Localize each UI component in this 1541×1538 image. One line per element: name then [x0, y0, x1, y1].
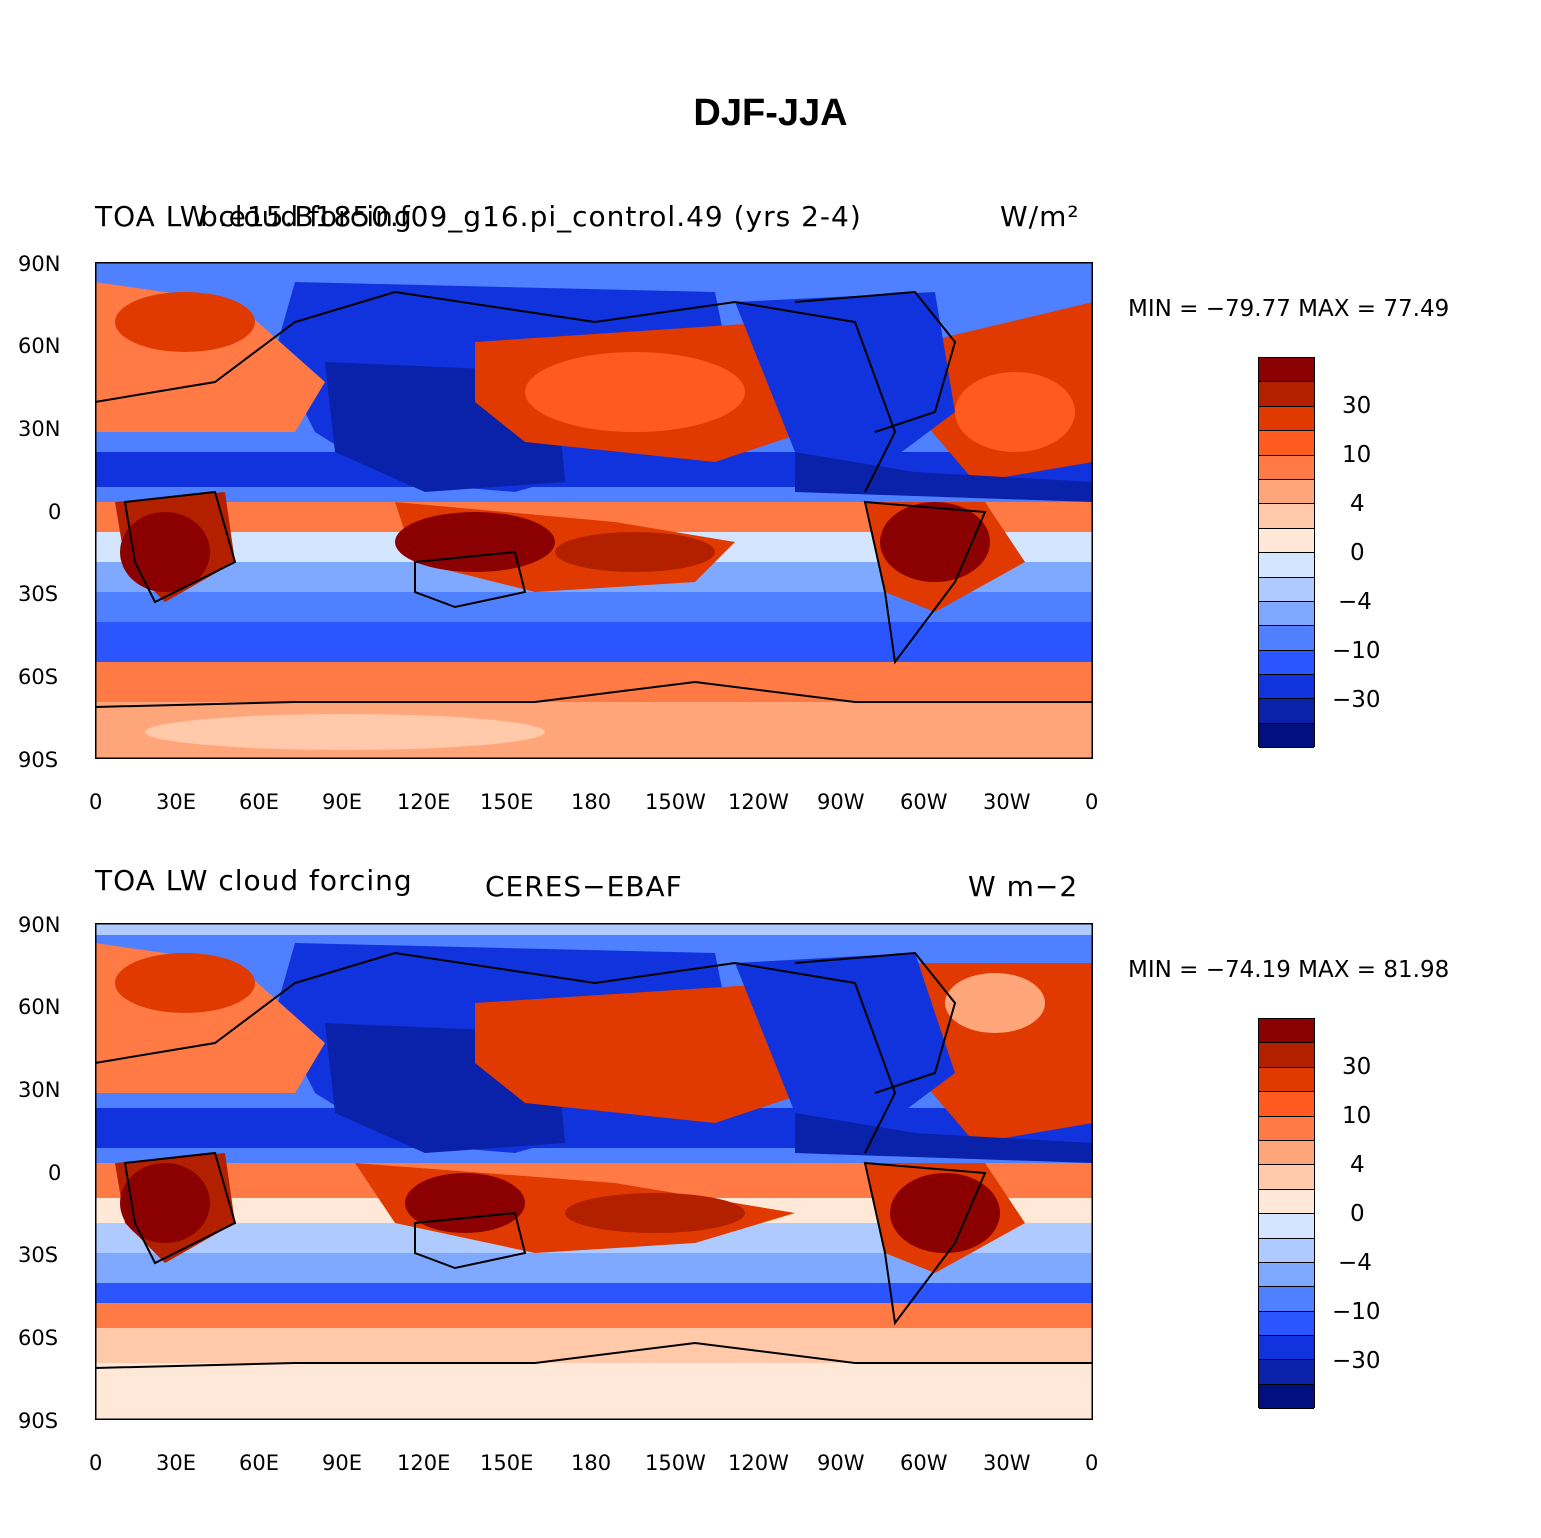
colorbar-swatch	[1259, 1360, 1314, 1385]
colorbar-swatch	[1259, 504, 1314, 529]
colorbar-swatch	[1259, 455, 1314, 480]
lat-label: 90S	[18, 1409, 59, 1433]
colorbar-label: −10	[1332, 638, 1381, 664]
colorbar-swatch	[1259, 1384, 1314, 1410]
colorbar-swatch	[1259, 1043, 1314, 1068]
colorbar-swatch	[1259, 1140, 1314, 1166]
lat-label: 60S	[18, 1326, 59, 1350]
lon-label: 90W	[817, 790, 865, 814]
colorbar-swatch	[1259, 1336, 1314, 1361]
panel-left-title: TOA LW cloud forcing	[95, 864, 413, 897]
colorbar-label: 4	[1350, 491, 1365, 517]
colorbar-swatch	[1259, 1165, 1314, 1190]
colorbar-swatch	[1259, 1189, 1314, 1215]
lat-label: 60S	[18, 665, 59, 689]
colorbar-swatch	[1259, 601, 1314, 627]
lon-label: 150E	[480, 1451, 534, 1475]
colorbar-label: 10	[1342, 442, 1372, 468]
colorbar-swatch	[1259, 382, 1314, 407]
colorbar-label: 30	[1342, 1054, 1372, 1080]
colorbar-swatch	[1259, 626, 1314, 651]
lat-label: 0	[48, 500, 62, 524]
colorbar-label: −4	[1338, 1250, 1372, 1276]
colorbar-box	[1258, 357, 1315, 749]
lat-label: 60N	[18, 995, 61, 1019]
lon-label: 30W	[983, 790, 1031, 814]
lon-label: 120E	[397, 1451, 451, 1475]
colorbar-swatch	[1259, 699, 1314, 724]
colorbar-label: 10	[1342, 1103, 1372, 1129]
lon-label: 90W	[817, 1451, 865, 1475]
lon-label: 0	[1085, 790, 1099, 814]
colorbar-label: 0	[1350, 540, 1365, 566]
lat-label: 30S	[18, 1243, 59, 1267]
lat-label: 60N	[18, 334, 61, 358]
panel-units: W/m²	[1000, 200, 1080, 233]
colorbar-swatch	[1259, 650, 1314, 676]
colorbar-swatch	[1259, 1214, 1314, 1239]
colorbar-swatch	[1259, 479, 1314, 505]
lat-label: 90N	[18, 913, 61, 937]
lat-label: 90N	[18, 252, 61, 276]
lon-label: 150E	[480, 790, 534, 814]
lon-label: 0	[1085, 1451, 1099, 1475]
colorbar-label: 4	[1350, 1152, 1365, 1178]
colorbar-swatch	[1259, 675, 1314, 700]
panel-units: W m−2	[968, 870, 1079, 903]
lon-label: 30E	[156, 1451, 196, 1475]
colorbar-swatch	[1259, 1311, 1314, 1337]
panel-center-title: CERES−EBAF	[485, 870, 683, 903]
lon-label: 150W	[645, 790, 706, 814]
colorbar-swatch	[1259, 723, 1314, 749]
lon-label: 180	[571, 1451, 612, 1475]
colorbar-swatch	[1259, 358, 1314, 383]
colorbar-label: −4	[1338, 589, 1372, 615]
lon-label: 0	[89, 1451, 103, 1475]
lon-label: 30W	[983, 1451, 1031, 1475]
colorbar-label: 0	[1350, 1201, 1365, 1227]
colorbar-swatch	[1259, 406, 1314, 432]
figure-title: DJF-JJA	[693, 92, 848, 134]
lat-label: 90S	[18, 748, 59, 772]
colorbar-swatch	[1259, 1019, 1314, 1044]
colorbar-swatch	[1259, 1116, 1314, 1141]
colorbar-swatch	[1259, 1262, 1314, 1288]
lon-label: 150W	[645, 1451, 706, 1475]
lon-label: 60W	[900, 790, 948, 814]
panel-left-title: TOA LW cloud forcing	[95, 200, 413, 233]
colorbar-label: −30	[1332, 687, 1381, 713]
lon-label: 180	[571, 790, 612, 814]
colorbar-swatch	[1259, 553, 1314, 578]
lat-label: 30S	[18, 582, 59, 606]
lon-label: 60E	[239, 790, 279, 814]
panel-center-title: b.e15.B1850.f09_g16.pi_control.49 (yrs 2…	[200, 200, 862, 233]
lon-label: 120E	[397, 790, 451, 814]
lon-label: 90E	[322, 1451, 362, 1475]
colorbar-swatch	[1259, 528, 1314, 554]
colorbar-swatch	[1259, 1287, 1314, 1312]
lon-label: 30E	[156, 790, 196, 814]
colorbar-swatch	[1259, 431, 1314, 456]
map-plot	[95, 262, 1093, 759]
lon-label: 120W	[728, 790, 789, 814]
colorbar-swatch	[1259, 1092, 1314, 1117]
lon-label: 60W	[900, 1451, 948, 1475]
min-max-readout: MIN = −74.19 MAX = 81.98	[1128, 957, 1450, 983]
map-plot	[95, 923, 1093, 1420]
colorbar-swatch	[1259, 1238, 1314, 1263]
colorbar-label: −10	[1332, 1299, 1381, 1325]
lat-label: 30N	[18, 417, 61, 441]
lon-label: 0	[89, 790, 103, 814]
colorbar-label: −30	[1332, 1348, 1381, 1374]
lat-label: 30N	[18, 1078, 61, 1102]
min-max-readout: MIN = −79.77 MAX = 77.49	[1128, 296, 1450, 322]
lon-label: 90E	[322, 790, 362, 814]
colorbar-label: 30	[1342, 393, 1372, 419]
lon-label: 120W	[728, 1451, 789, 1475]
colorbar-swatch	[1259, 1067, 1314, 1093]
colorbar-box	[1258, 1018, 1315, 1410]
colorbar-swatch	[1259, 577, 1314, 602]
lon-label: 60E	[239, 1451, 279, 1475]
lat-label: 0	[48, 1161, 62, 1185]
